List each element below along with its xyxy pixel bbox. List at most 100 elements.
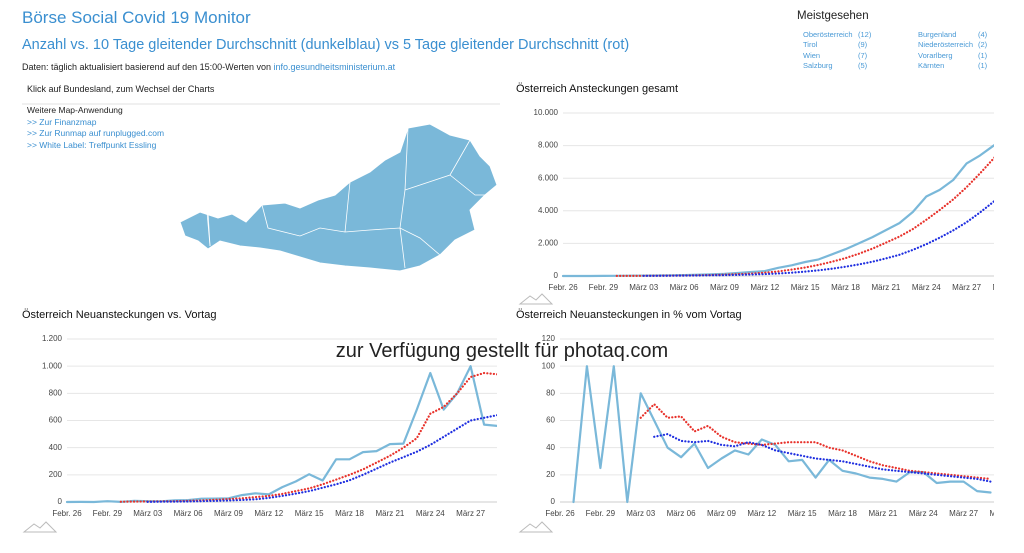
series-line bbox=[146, 414, 497, 503]
source-line: Daten: täglich aktualisiert basierend au… bbox=[22, 62, 395, 72]
map-link[interactable]: >> Zur Runmap auf runplugged.com bbox=[27, 128, 165, 138]
sidebar-count[interactable]: (1) bbox=[978, 50, 988, 60]
y-tick-label: 6.000 bbox=[538, 173, 559, 182]
x-tick-label: März 15 bbox=[791, 283, 820, 292]
y-tick-label: 1.000 bbox=[42, 361, 63, 370]
series-line bbox=[653, 433, 992, 483]
sidebar-count[interactable]: (12) bbox=[858, 30, 872, 39]
y-tick-label: 80 bbox=[546, 388, 555, 397]
series-line bbox=[639, 403, 992, 480]
sidebar-count[interactable]: (2) bbox=[978, 40, 988, 50]
map-link[interactable]: >> Zur Finanzmap bbox=[27, 116, 97, 127]
y-tick-label: 8.000 bbox=[538, 141, 559, 150]
x-tick-label: Febr. 29 bbox=[586, 509, 616, 518]
austria-map[interactable] bbox=[179, 123, 498, 272]
x-tick-label: März 09 bbox=[214, 509, 243, 518]
sidebar-item[interactable]: Salzburg bbox=[803, 60, 833, 70]
x-tick-label: März 18 bbox=[828, 509, 857, 518]
x-tick-label: März 15 bbox=[788, 509, 817, 518]
y-tick-label: 400 bbox=[49, 443, 63, 452]
x-tick-label: Febr. 29 bbox=[589, 283, 619, 292]
watermark: zur Verfügung gestellt für photaq.com bbox=[336, 340, 668, 362]
map-link[interactable]: >> White Label: Treffpunkt Essling bbox=[27, 139, 157, 150]
x-tick-label: März 30 bbox=[497, 509, 526, 518]
x-tick-label: März 27 bbox=[952, 283, 981, 292]
x-tick-label: März 30 bbox=[990, 509, 1019, 518]
chart-title: Österreich Neuansteckungen in % vom Vort… bbox=[516, 309, 742, 321]
sidebar-item[interactable]: Wien bbox=[803, 50, 821, 60]
x-tick-label: Febr. 26 bbox=[52, 509, 82, 518]
source-link[interactable]: info.gesundheitsministerium.at bbox=[273, 62, 396, 72]
x-tick-label: März 06 bbox=[174, 509, 203, 518]
x-tick-label: März 12 bbox=[254, 509, 283, 518]
sidebar-count[interactable]: (1) bbox=[978, 60, 988, 70]
x-tick-label: März 27 bbox=[456, 509, 485, 518]
x-tick-label: März 06 bbox=[667, 509, 696, 518]
x-tick-label: März 30 bbox=[993, 283, 1022, 292]
page-title: Börse Social Covid 19 Monitor bbox=[22, 8, 251, 27]
source-text: Daten: täglich aktualisiert basierend au… bbox=[22, 62, 271, 72]
x-tick-label: März 09 bbox=[710, 283, 739, 292]
y-tick-label: 0 bbox=[554, 271, 559, 280]
y-tick-label: 10.000 bbox=[534, 108, 559, 117]
chart-panel: Österreich Neuansteckungen in % vom Vort… bbox=[516, 309, 1019, 518]
x-tick-label: März 21 bbox=[868, 509, 897, 518]
sidebar-item[interactable]: Tirol bbox=[803, 40, 818, 50]
y-tick-label: 4.000 bbox=[538, 206, 559, 215]
sidebar-title: Meistgesehen bbox=[797, 10, 869, 22]
map-hint: Klick auf Bundesland, zum Wechsel der Ch… bbox=[27, 84, 215, 94]
x-tick-label: März 24 bbox=[909, 509, 938, 518]
y-tick-label: 20 bbox=[546, 470, 555, 479]
y-tick-label: 120 bbox=[542, 334, 556, 343]
chart-title: Österreich Ansteckungen gesamt bbox=[516, 83, 678, 95]
chart-panel: Österreich Ansteckungen gesamt 0 2.000 4.00… bbox=[516, 83, 1022, 292]
y-tick-label: 2.000 bbox=[538, 239, 559, 248]
divider bbox=[22, 103, 500, 105]
x-tick-label: März 27 bbox=[949, 509, 978, 518]
x-tick-label: März 21 bbox=[375, 509, 404, 518]
y-tick-label: 60 bbox=[546, 416, 555, 425]
x-tick-label: März 24 bbox=[912, 283, 941, 292]
y-tick-label: 800 bbox=[49, 388, 63, 397]
x-tick-label: März 03 bbox=[133, 509, 162, 518]
sidebar-item[interactable]: Kärnten bbox=[918, 60, 945, 70]
x-tick-label: März 12 bbox=[750, 283, 779, 292]
sidebar-item[interactable]: Niederösterreich bbox=[918, 40, 974, 50]
sidebar-item[interactable]: Vorarlberg bbox=[918, 50, 953, 60]
sidebar-item[interactable]: Burgenland bbox=[918, 30, 957, 39]
y-tick-label: 40 bbox=[546, 443, 555, 452]
x-tick-label: Febr. 29 bbox=[93, 509, 123, 518]
series-line bbox=[65, 365, 497, 504]
x-tick-label: Febr. 26 bbox=[545, 509, 575, 518]
state-borders bbox=[207, 127, 485, 269]
chart-icon bbox=[22, 293, 554, 533]
series-line bbox=[642, 199, 994, 277]
x-tick-label: März 21 bbox=[871, 283, 900, 292]
x-tick-label: März 06 bbox=[670, 283, 699, 292]
sidebar-item[interactable]: Oberösterreich bbox=[803, 30, 853, 39]
series-line bbox=[615, 156, 994, 277]
y-tick-label: 0 bbox=[551, 497, 556, 506]
series-line bbox=[561, 144, 994, 278]
x-tick-label: März 12 bbox=[747, 509, 776, 518]
x-tick-label: März 18 bbox=[335, 509, 364, 518]
page-subtitle: Anzahl vs. 10 Tage gleitender Durchschni… bbox=[22, 37, 630, 53]
x-tick-label: März 09 bbox=[707, 509, 736, 518]
y-tick-label: 0 bbox=[58, 497, 63, 506]
series-line bbox=[572, 365, 992, 504]
sidebar-count[interactable]: (9) bbox=[858, 40, 868, 50]
x-tick-label: März 24 bbox=[416, 509, 445, 518]
sidebar-count[interactable]: (5) bbox=[858, 60, 868, 70]
y-tick-label: 100 bbox=[542, 361, 556, 370]
y-tick-label: 1.200 bbox=[42, 334, 63, 343]
sidebar-count[interactable]: (4) bbox=[978, 30, 988, 39]
y-tick-label: 200 bbox=[49, 470, 63, 479]
map-links: Weitere Map-Anwendung >> Zur Finanzmap >… bbox=[27, 105, 164, 151]
x-tick-label: März 18 bbox=[831, 283, 860, 292]
chart-title: Österreich Neuansteckungen vs. Vortag bbox=[22, 309, 216, 321]
series-line bbox=[119, 371, 497, 503]
sidebar-count[interactable]: (7) bbox=[858, 50, 868, 60]
x-tick-label: Febr. 26 bbox=[548, 283, 578, 292]
